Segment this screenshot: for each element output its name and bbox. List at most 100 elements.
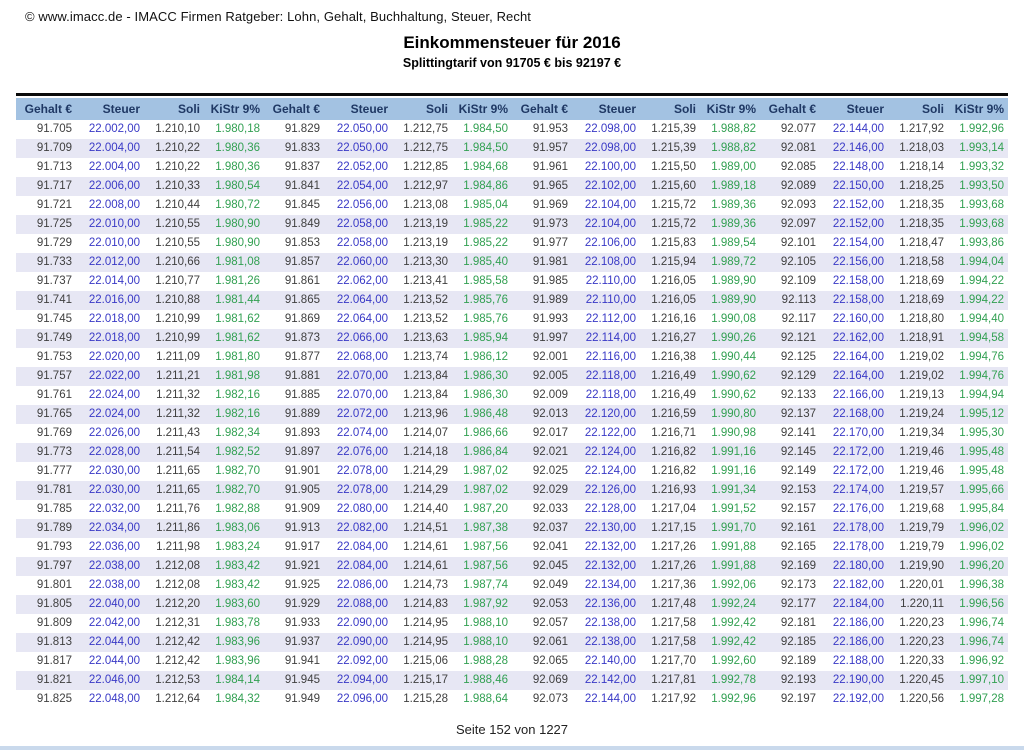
cell-kistr: 1.980,90	[215, 237, 260, 249]
cell-soli: 1.217,26	[651, 560, 696, 572]
cell-gehalt: 92.025	[532, 465, 568, 477]
cell-soli: 1.210,44	[155, 199, 200, 211]
cell-gehalt: 91.765	[36, 408, 72, 420]
cell-soli: 1.216,05	[651, 294, 696, 306]
cell-gehalt: 91.913	[284, 522, 320, 534]
cell-kistr: 1.987,74	[463, 579, 508, 591]
cell-gehalt: 91.929	[284, 598, 320, 610]
cell-gehalt: 91.733	[36, 256, 72, 268]
cell-gehalt: 91.937	[284, 636, 320, 648]
table-row: 91.765 22.024,00 1.211,32 1.982,16 91.889 22.…	[16, 405, 1008, 424]
cell-gehalt: 92.133	[780, 389, 816, 401]
cell-steuer: 22.078,00	[336, 465, 388, 477]
cell-kistr: 1.993,14	[959, 142, 1004, 154]
cell-gehalt: 92.097	[780, 218, 816, 230]
cell-gehalt: 92.141	[780, 427, 816, 439]
cell-kistr: 1.995,12	[959, 408, 1004, 420]
cell-gehalt: 91.861	[284, 275, 320, 287]
cell-steuer: 22.152,00	[832, 218, 884, 230]
cell-steuer: 22.158,00	[832, 294, 884, 306]
table-row: 91.761 22.024,00 1.211,32 1.982,16 91.885 22.…	[16, 386, 1008, 405]
cell-kistr: 1.991,70	[711, 522, 756, 534]
cell-soli: 1.213,52	[403, 294, 448, 306]
bottom-rule	[0, 746, 1024, 750]
cell-gehalt: 91.805	[36, 598, 72, 610]
cell-kistr: 1.988,64	[463, 693, 508, 705]
cell-kistr: 1.993,32	[959, 161, 1004, 173]
cell-kistr: 1.981,44	[215, 294, 260, 306]
cell-kistr: 1.986,12	[463, 351, 508, 363]
cell-gehalt: 91.869	[284, 313, 320, 325]
cell-steuer: 22.056,00	[336, 199, 388, 211]
cell-kistr: 1.995,30	[959, 427, 1004, 439]
table-row: 91.777 22.030,00 1.211,65 1.982,70 91.901 22.…	[16, 462, 1008, 481]
cell-steuer: 22.030,00	[88, 484, 140, 496]
cell-soli: 1.217,70	[651, 655, 696, 667]
page-subtitle: Splittingtarif von 91705 € bis 92197 €	[402, 56, 622, 70]
cell-kistr: 1.980,54	[215, 180, 260, 192]
cell-kistr: 1.995,66	[959, 484, 1004, 496]
cell-soli: 1.220,23	[899, 636, 944, 648]
table-row: 91.733 22.012,00 1.210,66 1.981,08 91.857 22.…	[16, 253, 1008, 272]
cell-gehalt: 91.981	[532, 256, 568, 268]
cell-steuer: 22.124,00	[584, 446, 636, 458]
cell-gehalt: 91.713	[36, 161, 72, 173]
cell-gehalt: 91.817	[36, 655, 72, 667]
cell-gehalt: 91.965	[532, 180, 568, 192]
cell-steuer: 22.048,00	[88, 693, 140, 705]
cell-gehalt: 91.809	[36, 617, 72, 629]
cell-gehalt: 92.073	[532, 693, 568, 705]
cell-kistr: 1.980,36	[215, 142, 260, 154]
cell-steuer: 22.054,00	[336, 180, 388, 192]
cell-kistr: 1.982,88	[215, 503, 260, 515]
cell-soli: 1.212,64	[155, 693, 200, 705]
cell-soli: 1.219,79	[899, 522, 944, 534]
cell-kistr: 1.989,90	[711, 294, 756, 306]
cell-soli: 1.217,92	[651, 693, 696, 705]
cell-steuer: 22.108,00	[584, 256, 636, 268]
cell-steuer: 22.186,00	[832, 617, 884, 629]
cell-kistr: 1.996,74	[959, 617, 1004, 629]
cell-gehalt: 91.709	[36, 142, 72, 154]
cell-steuer: 22.150,00	[832, 180, 884, 192]
cell-soli: 1.216,38	[651, 351, 696, 363]
cell-soli: 1.217,48	[651, 598, 696, 610]
cell-soli: 1.214,95	[403, 617, 448, 629]
cell-gehalt: 92.113	[781, 294, 816, 306]
cell-kistr: 1.994,40	[959, 313, 1004, 325]
col-header-gehalt: Gehalt €	[16, 98, 76, 120]
cell-gehalt: 91.881	[284, 370, 320, 382]
col-header-steuer: Steuer	[324, 98, 392, 120]
cell-steuer: 22.186,00	[832, 636, 884, 648]
cell-kistr: 1.990,08	[711, 313, 756, 325]
cell-kistr: 1.987,92	[463, 598, 508, 610]
cell-steuer: 22.128,00	[584, 503, 636, 515]
cell-gehalt: 92.193	[780, 674, 816, 686]
cell-gehalt: 92.121	[780, 332, 816, 344]
cell-steuer: 22.010,00	[88, 218, 140, 230]
cell-gehalt: 92.169	[780, 560, 816, 572]
cell-steuer: 22.142,00	[584, 674, 636, 686]
table-row: 91.809 22.042,00 1.212,31 1.983,78 91.933 22.…	[16, 614, 1008, 633]
cell-kistr: 1.989,54	[711, 237, 756, 249]
cell-soli: 1.213,84	[403, 389, 448, 401]
cell-steuer: 22.136,00	[584, 598, 636, 610]
cell-gehalt: 91.705	[36, 123, 72, 135]
cell-soli: 1.210,55	[155, 237, 200, 249]
cell-kistr: 1.981,26	[215, 275, 260, 287]
cell-steuer: 22.058,00	[336, 218, 388, 230]
cell-kistr: 1.983,42	[215, 579, 260, 591]
cell-steuer: 22.118,00	[585, 370, 636, 382]
cell-steuer: 22.160,00	[832, 313, 884, 325]
cell-kistr: 1.984,50	[463, 142, 508, 154]
cell-gehalt: 91.777	[36, 465, 72, 477]
cell-kistr: 1.981,98	[215, 370, 260, 382]
cell-gehalt: 91.821	[36, 674, 72, 686]
cell-soli: 1.215,94	[651, 256, 696, 268]
cell-gehalt: 92.117	[781, 313, 816, 325]
cell-soli: 1.217,15	[651, 522, 696, 534]
cell-gehalt: 92.041	[532, 541, 568, 553]
cell-gehalt: 92.061	[532, 636, 568, 648]
cell-gehalt: 91.857	[284, 256, 320, 268]
cell-soli: 1.210,77	[155, 275, 200, 287]
